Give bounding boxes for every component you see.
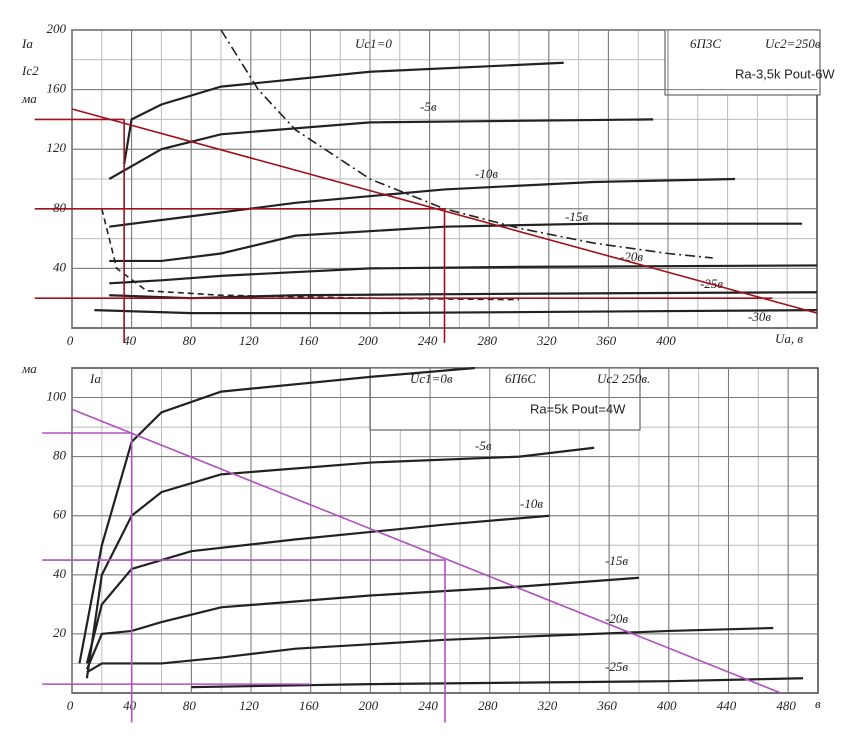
x-tick-label: 40 (123, 698, 137, 713)
annotation: Ua, в (775, 331, 803, 346)
y-tick-label: 80 (53, 200, 67, 215)
curve (109, 222, 803, 263)
x-tick-label: 200 (359, 698, 379, 713)
inset-box (664, 29, 821, 96)
annotation: Ic2 (21, 63, 39, 78)
annotation: Uc2=250в (765, 36, 821, 51)
y-tick-label: 40 (53, 259, 67, 274)
inset-box (369, 367, 641, 431)
x-tick-label: 160 (299, 698, 319, 713)
x-tick-label: 0 (67, 698, 74, 713)
annotation: 6П3С (690, 36, 721, 51)
x-tick-label: 240 (418, 333, 438, 348)
annotation: в (815, 696, 821, 711)
y-tick-label: 100 (47, 389, 67, 404)
x-tick-label: 80 (183, 698, 197, 713)
x-tick-label: 120 (239, 698, 259, 713)
x-tick-label: 360 (596, 698, 617, 713)
curve (85, 514, 550, 664)
x-tick-label: 400 (656, 333, 676, 348)
x-tick-label: 200 (358, 333, 378, 348)
curve-label: -30в (748, 309, 771, 324)
curve (108, 118, 654, 180)
x-tick-label: 280 (477, 333, 497, 348)
x-tick-label: 0 (67, 333, 74, 348)
curve-label: -10в (520, 496, 543, 511)
x-tick-label: 360 (596, 333, 617, 348)
line-marker (101, 208, 520, 301)
curve (109, 264, 818, 285)
curve (191, 677, 804, 689)
curve-label: -5в (420, 99, 437, 114)
curve (78, 366, 475, 664)
annotation: Ra-3,5k Pout-6W (735, 66, 835, 81)
y-tick-label: 40 (53, 566, 67, 581)
annotation: ма (21, 361, 37, 376)
y-tick-label: 160 (47, 81, 67, 96)
x-tick-label: 40 (123, 333, 137, 348)
y-tick-label: 200 (47, 21, 67, 36)
curve (94, 309, 818, 315)
curve-label: -10в (475, 166, 498, 181)
curve (85, 576, 640, 670)
annotation: 6П6С (505, 371, 536, 386)
annotation: ма (21, 91, 37, 106)
plot: 0 40 80 120 160 200 240 280 320 360 400 40 80 120 160 2… (21, 21, 835, 348)
y-tick-label: 60 (53, 507, 67, 522)
curve (109, 177, 736, 228)
curve-label: -20в (605, 611, 628, 626)
x-tick-label: 280 (478, 698, 498, 713)
x-tick-label: 320 (536, 333, 557, 348)
plot: 0 40 80 120 160 200 240 280 320 360 400 440 480 20 40 6… (21, 361, 821, 723)
curve-label: Uc1=0в (410, 371, 453, 386)
curve (85, 446, 595, 679)
x-tick-label: 400 (657, 698, 677, 713)
x-tick-label: 80 (183, 333, 197, 348)
x-tick-label: 240 (418, 698, 438, 713)
annotation: Ia (21, 36, 33, 51)
y-tick-label: 80 (53, 448, 67, 463)
x-tick-label: 480 (776, 698, 796, 713)
curve-label: Uc1=0 (355, 36, 392, 51)
x-tick-label: 440 (717, 698, 737, 713)
curve-label: -15в (565, 209, 588, 224)
y-tick-label: 120 (47, 140, 67, 155)
x-tick-label: 120 (239, 333, 259, 348)
curve (123, 61, 564, 165)
annotation: Ra=5k Pout=4W (530, 401, 626, 416)
y-tick-label: 20 (53, 625, 67, 640)
annotation: Uc2 250в. (597, 371, 650, 386)
line-marker (71, 408, 781, 694)
curve (109, 291, 818, 300)
x-tick-label: 160 (299, 333, 319, 348)
curve-label: -25в (605, 659, 628, 674)
x-tick-label: 320 (537, 698, 558, 713)
annotation: Ia (89, 371, 101, 386)
curve-label: -15в (605, 553, 628, 568)
curve-label: -5в (475, 438, 492, 453)
